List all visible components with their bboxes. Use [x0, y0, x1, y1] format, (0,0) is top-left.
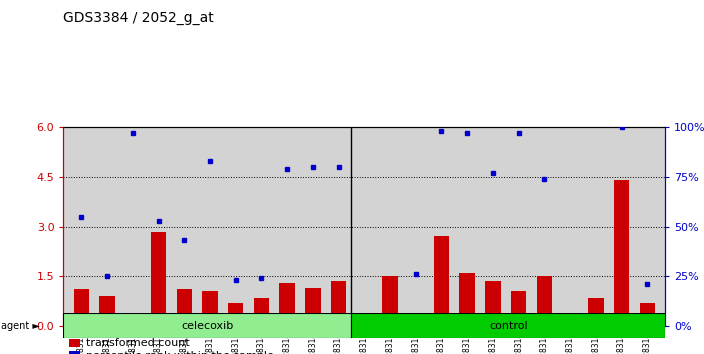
Bar	[351, 313, 665, 338]
Bar	[357, 324, 372, 326]
Bar	[536, 276, 552, 326]
Bar	[639, 303, 655, 326]
Bar	[460, 273, 475, 326]
Text: celecoxib: celecoxib	[181, 321, 234, 331]
Bar	[99, 296, 115, 326]
Bar	[562, 322, 578, 326]
Bar	[382, 276, 398, 326]
Bar	[125, 322, 141, 326]
Bar	[511, 291, 527, 326]
Bar	[177, 289, 192, 326]
Bar	[305, 288, 320, 326]
Bar	[63, 313, 351, 338]
Bar	[485, 281, 501, 326]
Text: agent ►: agent ►	[1, 321, 40, 331]
Bar	[202, 291, 218, 326]
Bar	[408, 318, 424, 326]
Bar	[434, 236, 449, 326]
Bar	[70, 351, 80, 354]
Text: percentile rank within the sample: percentile rank within the sample	[86, 350, 274, 354]
Bar	[70, 339, 80, 348]
Bar	[588, 298, 603, 326]
Text: transformed count: transformed count	[86, 338, 190, 348]
Bar	[151, 232, 166, 326]
Bar	[279, 283, 295, 326]
Bar	[331, 281, 346, 326]
Text: control: control	[489, 321, 527, 331]
Bar	[253, 298, 269, 326]
Text: GDS3384 / 2052_g_at: GDS3384 / 2052_g_at	[63, 11, 214, 25]
Bar	[614, 180, 629, 326]
Bar	[74, 289, 89, 326]
Bar	[228, 303, 244, 326]
